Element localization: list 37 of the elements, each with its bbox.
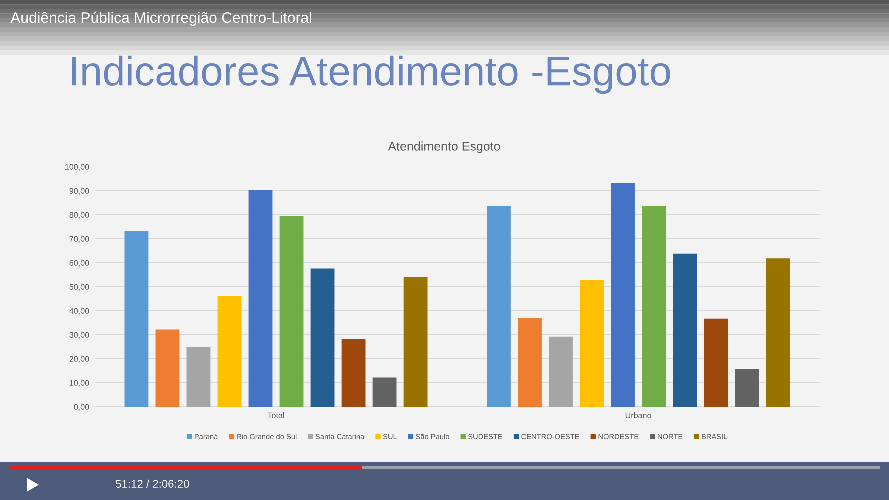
y-tick-label: 80,00 <box>70 212 90 219</box>
bar <box>766 258 790 407</box>
x-tick-label: Total <box>268 412 284 418</box>
bar <box>404 277 428 407</box>
bar <box>704 318 728 407</box>
y-tick-label: 0,00 <box>74 404 90 411</box>
chart-title: Indicadores Atendimento -Esgoto <box>72 56 670 94</box>
bar <box>549 336 573 407</box>
y-tick-label: 60,00 <box>70 260 90 267</box>
y-tick-label: 70,00 <box>70 236 90 243</box>
bar <box>248 190 273 407</box>
bar <box>518 318 542 407</box>
chart-subtitle: Atendimento Esgoto <box>388 142 500 154</box>
bar <box>735 369 760 407</box>
y-tick-label: 40,00 <box>70 308 90 315</box>
bar <box>218 296 242 407</box>
text: Audiência Pública Microrregião Centro-Litoral <box>10 12 312 26</box>
bar <box>156 330 180 407</box>
bar <box>580 280 604 407</box>
y-tick-label: 10,00 <box>70 380 90 387</box>
y-tick-label: 100,00 <box>66 164 90 171</box>
bar <box>124 231 149 407</box>
y-tick-label: 20,00 <box>70 356 90 363</box>
y-tick-label: 50,00 <box>70 284 90 291</box>
y-tick-label: 30,00 <box>70 332 90 339</box>
bar <box>611 184 635 407</box>
bar <box>487 206 511 407</box>
bar <box>673 254 697 407</box>
bar <box>642 206 666 407</box>
bar <box>342 339 366 407</box>
text: 51:12 / 2:06:20 <box>116 480 190 488</box>
bar <box>186 347 211 407</box>
bar <box>280 216 304 407</box>
x-tick-label: Urbano <box>626 412 652 418</box>
bar <box>372 378 397 407</box>
bar <box>310 268 335 407</box>
y-tick-label: 90,00 <box>70 188 90 195</box>
